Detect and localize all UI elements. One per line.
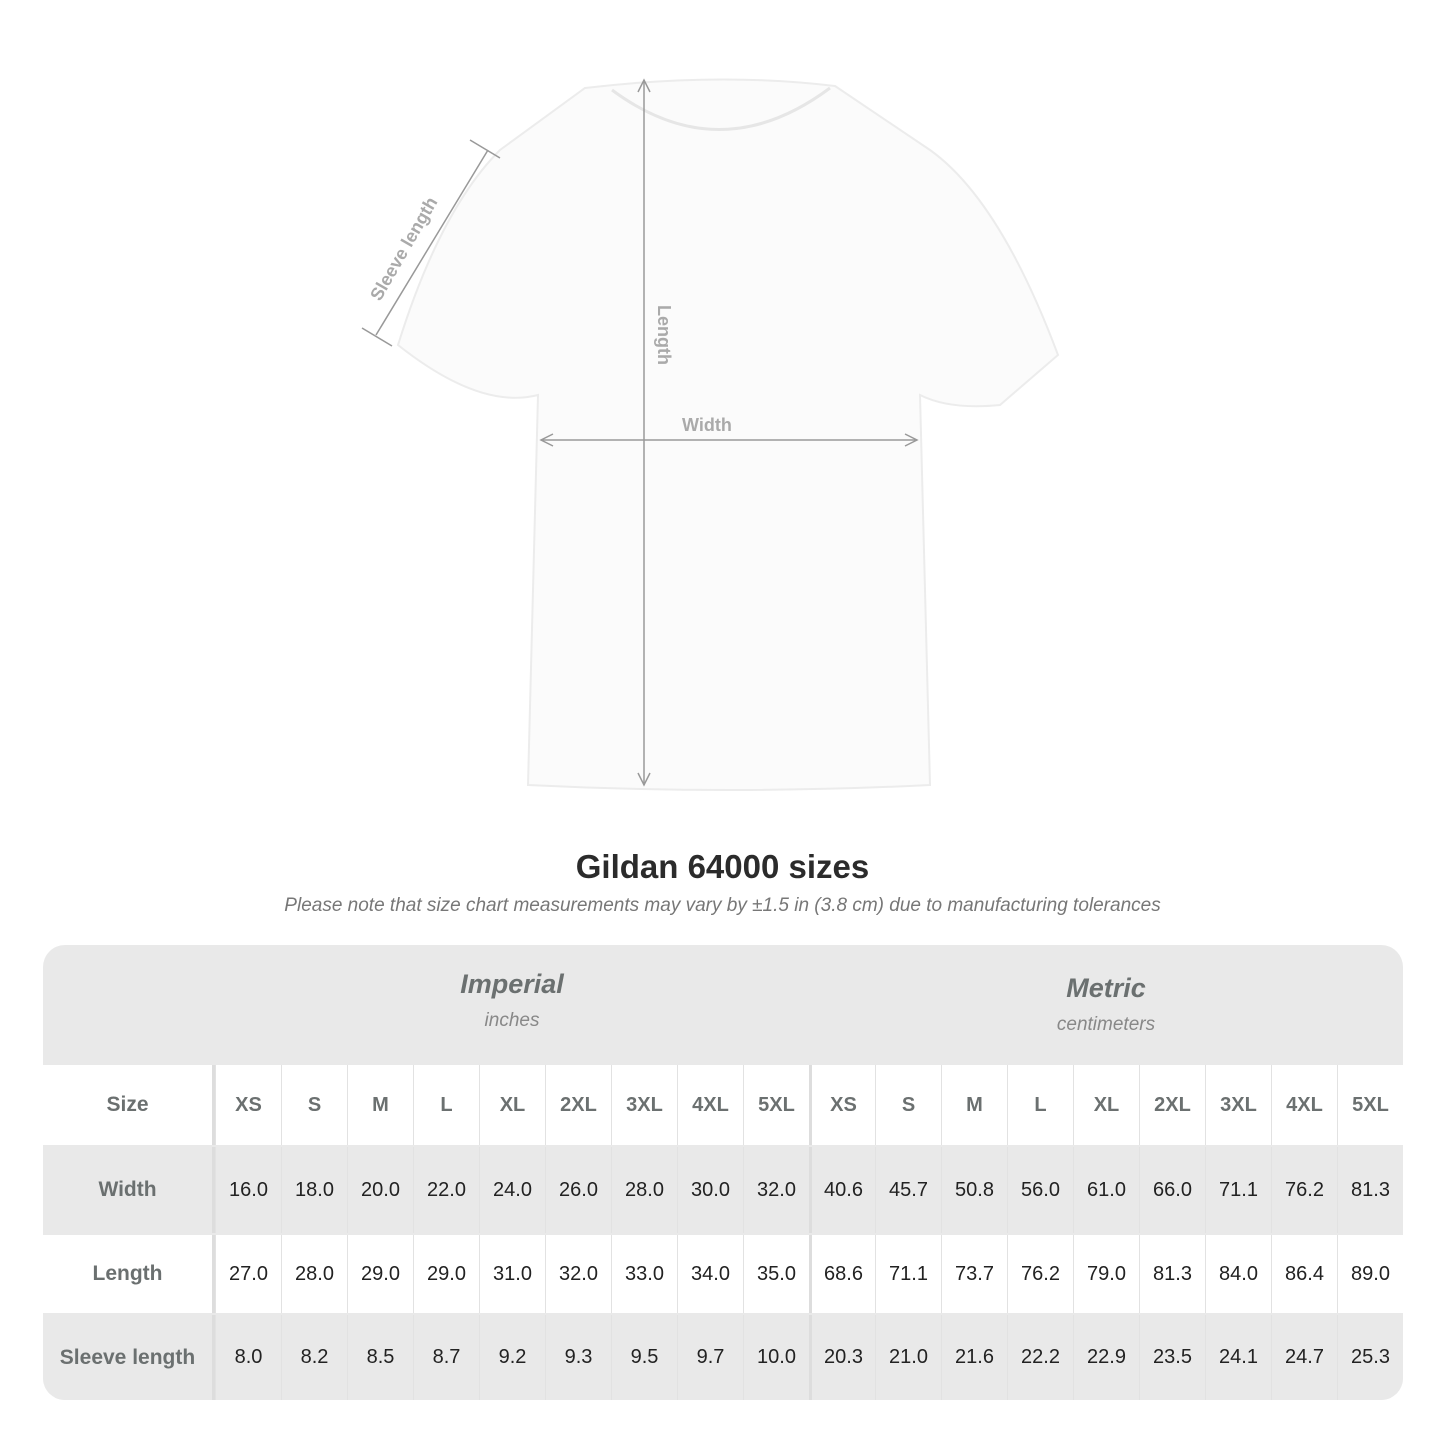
metric-title: Metric <box>1066 973 1146 1003</box>
metric-value-cell: 71.1 <box>875 1235 941 1313</box>
row-label: Size <box>43 1065 215 1145</box>
metric-value-cell: 84.0 <box>1205 1235 1271 1313</box>
row-label: Width <box>43 1147 215 1233</box>
imperial-value-cell: 34.0 <box>677 1235 743 1313</box>
metric-value-cell: 79.0 <box>1073 1235 1139 1313</box>
size-header-cell: XS <box>809 1065 875 1145</box>
metric-value-cell: 81.3 <box>1337 1147 1403 1233</box>
size-header-cell: 2XL <box>1139 1065 1205 1145</box>
metric-value-cell: 40.6 <box>809 1147 875 1233</box>
metric-value-cell: 22.9 <box>1073 1315 1139 1400</box>
sleeve-arrow <box>375 149 489 336</box>
metric-value-cell: 24.1 <box>1205 1315 1271 1400</box>
size-table: Imperial inches Metric centimeters Size X… <box>43 945 1403 1400</box>
metric-value-cell: 81.3 <box>1139 1235 1205 1313</box>
metric-unit: centimeters <box>1056 1014 1156 1035</box>
tolerance-note: Please note that size chart measurements… <box>284 895 1161 916</box>
metric-value-cell: 68.6 <box>809 1235 875 1313</box>
size-header-cell: 4XL <box>1271 1065 1337 1145</box>
metric-value-cell: 25.3 <box>1337 1315 1403 1400</box>
imperial-value-cell: 9.2 <box>479 1315 545 1400</box>
metric-value-cell: 61.0 <box>1073 1147 1139 1233</box>
metric-value-cell: 89.0 <box>1337 1235 1403 1313</box>
metric-value-cell: 21.6 <box>941 1315 1007 1400</box>
tshirt-diagram: Sleeve length Length Width <box>361 78 1060 791</box>
imperial-value-cell: 28.0 <box>611 1147 677 1233</box>
metric-value-cell: 66.0 <box>1139 1147 1205 1233</box>
table-row: Sleeve length 8.0 8.2 8.5 8.7 9.2 9.3 9.5 9.7 10.… <box>43 1315 1403 1400</box>
row-label: Length <box>43 1235 215 1313</box>
imperial-value-cell: 8.2 <box>281 1315 347 1400</box>
size-header-cell: L <box>413 1065 479 1145</box>
tshirt-shape <box>396 78 1060 791</box>
metric-value-cell: 50.8 <box>941 1147 1007 1233</box>
imperial-value-cell: 32.0 <box>743 1147 809 1233</box>
size-header-cell: 2XL <box>545 1065 611 1145</box>
size-header-cell: XS <box>215 1065 281 1145</box>
imperial-value-cell: 10.0 <box>743 1315 809 1400</box>
metric-value-cell: 86.4 <box>1271 1235 1337 1313</box>
imperial-value-cell: 20.0 <box>347 1147 413 1233</box>
collar <box>611 86 831 131</box>
metric-value-cell: 56.0 <box>1007 1147 1073 1233</box>
imperial-value-cell: 9.5 <box>611 1315 677 1400</box>
size-header-cell: L <box>1007 1065 1073 1145</box>
imperial-value-cell: 9.3 <box>545 1315 611 1400</box>
imperial-value-cell: 35.0 <box>743 1235 809 1313</box>
length-label: Length <box>654 305 674 365</box>
size-header-cell: M <box>347 1065 413 1145</box>
metric-value-cell: 23.5 <box>1139 1315 1205 1400</box>
imperial-value-cell: 18.0 <box>281 1147 347 1233</box>
metric-value-cell: 71.1 <box>1205 1147 1271 1233</box>
size-header-cell: S <box>875 1065 941 1145</box>
row-label: Sleeve length <box>43 1315 215 1400</box>
size-header-cell: 4XL <box>677 1065 743 1145</box>
metric-value-cell: 76.2 <box>1007 1235 1073 1313</box>
size-header-cell: XL <box>479 1065 545 1145</box>
metric-value-cell: 22.2 <box>1007 1315 1073 1400</box>
imperial-header: Imperial inches <box>215 969 809 1087</box>
imperial-value-cell: 16.0 <box>215 1147 281 1233</box>
imperial-value-cell: 8.0 <box>215 1315 281 1400</box>
table-row: Length 27.0 28.0 29.0 29.0 31.0 32.0 33.0 34.0 35… <box>43 1235 1403 1313</box>
metric-value-cell: 24.7 <box>1271 1315 1337 1400</box>
metric-value-cell: 21.0 <box>875 1315 941 1400</box>
page-title: Gildan 64000 sizes <box>575 848 870 885</box>
imperial-value-cell: 29.0 <box>347 1235 413 1313</box>
imperial-value-cell: 8.7 <box>413 1315 479 1400</box>
metric-value-cell: 20.3 <box>809 1315 875 1400</box>
size-header-row: Size XS S M L XL 2XL 3XL 4XL 5XL XS S M L XL 2XL 3XL 4XL 5… <box>43 1065 1403 1145</box>
imperial-value-cell: 32.0 <box>545 1235 611 1313</box>
imperial-value-cell: 24.0 <box>479 1147 545 1233</box>
size-header-cell: 3XL <box>611 1065 677 1145</box>
size-header-cell: 5XL <box>743 1065 809 1145</box>
imperial-value-cell: 26.0 <box>545 1147 611 1233</box>
imperial-value-cell: 30.0 <box>677 1147 743 1233</box>
metric-value-cell: 73.7 <box>941 1235 1007 1313</box>
width-label: Width <box>682 415 732 435</box>
imperial-value-cell: 22.0 <box>413 1147 479 1233</box>
imperial-unit: inches <box>484 1010 540 1031</box>
size-header-cell: XL <box>1073 1065 1139 1145</box>
size-header-cell: M <box>941 1065 1007 1145</box>
size-header-cell: 3XL <box>1205 1065 1271 1145</box>
metric-value-cell: 76.2 <box>1271 1147 1337 1233</box>
imperial-value-cell: 29.0 <box>413 1235 479 1313</box>
metric-header: Metric centimeters <box>809 973 1403 1091</box>
imperial-value-cell: 33.0 <box>611 1235 677 1313</box>
imperial-title: Imperial <box>460 969 564 999</box>
imperial-value-cell: 9.7 <box>677 1315 743 1400</box>
metric-value-cell: 45.7 <box>875 1147 941 1233</box>
table-row: Width 16.0 18.0 20.0 22.0 24.0 26.0 28.0 30.0 32.… <box>43 1147 1403 1233</box>
imperial-value-cell: 27.0 <box>215 1235 281 1313</box>
imperial-value-cell: 8.5 <box>347 1315 413 1400</box>
size-header-cell: 5XL <box>1337 1065 1403 1145</box>
size-header-cell: S <box>281 1065 347 1145</box>
imperial-value-cell: 28.0 <box>281 1235 347 1313</box>
imperial-value-cell: 31.0 <box>479 1235 545 1313</box>
